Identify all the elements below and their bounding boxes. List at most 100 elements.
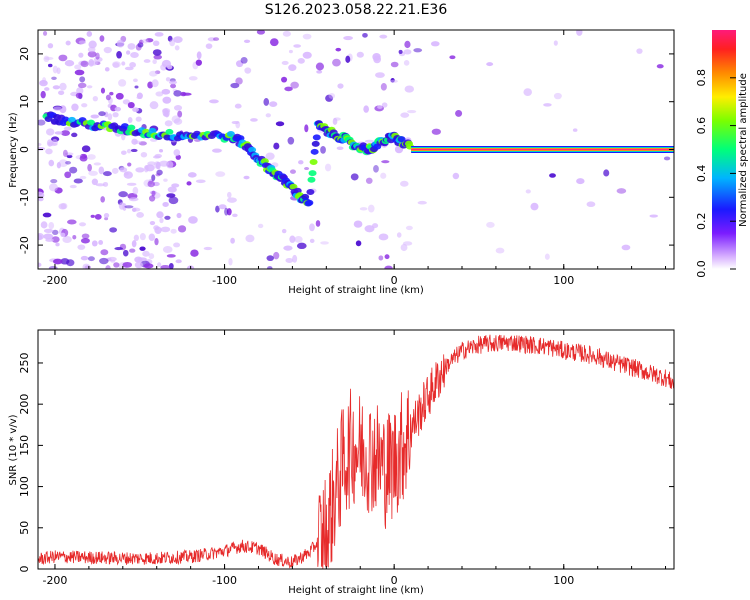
spectrogram-noise-cell	[173, 149, 181, 157]
spectrogram-noise-cell	[154, 226, 162, 235]
spectrogram-noise-cell	[430, 41, 440, 47]
spectrogram-noise-cell	[187, 172, 197, 178]
spectrogram-noise-cell	[129, 248, 136, 253]
spectrogram-noise-cell	[495, 247, 505, 254]
spectrogram-noise-cell	[147, 180, 155, 188]
spectrogram-noise-cell	[93, 162, 102, 166]
spectrogram-noise-cell	[134, 140, 142, 144]
spectrogram-noise-cell	[384, 265, 393, 269]
spectrogram-noise-cell	[66, 154, 73, 159]
spectrogram-noise-cell	[320, 145, 326, 154]
spectrogram-y-tick-label: 10	[18, 95, 31, 109]
spectrogram-noise-cell	[173, 242, 181, 248]
spectrogram-y-tick-label: -10	[18, 188, 31, 206]
spectrogram-noise-cell	[288, 49, 293, 54]
spectrogram-noise-cell	[572, 128, 578, 132]
spectrogram-noise-cell	[39, 79, 48, 87]
spectrogram-noise-cell	[64, 171, 72, 179]
spectrogram-noise-cell	[80, 255, 89, 261]
spectrogram-noise-cell	[118, 191, 128, 198]
spectrogram-noise-cell	[400, 112, 410, 118]
spectrogram-noise-cell	[325, 94, 334, 102]
spectrogram-noise-cell	[155, 91, 164, 97]
spectrogram-ridge-point	[165, 128, 174, 135]
spectrogram-noise-cell	[265, 152, 275, 160]
spectrogram-noise-cell	[381, 160, 390, 164]
spectrogram-noise-cell	[188, 216, 198, 224]
spectrogram-noise-cell	[148, 253, 155, 260]
spectrogram-noise-cell	[304, 124, 309, 133]
spectrogram-noise-cell	[431, 128, 441, 135]
spectrogram-noise-cell	[87, 163, 92, 172]
snr-y-ticks: 0 50 100 150 200 250	[18, 352, 674, 573]
spectrogram-noise-cell	[212, 148, 222, 153]
spectrogram-noise-cell	[156, 169, 163, 176]
spectrogram-ridge-point	[67, 116, 76, 123]
spectrogram-noise-cell	[265, 113, 271, 118]
spectrogram-noise-cell	[543, 103, 552, 107]
spectrogram-noise-cell	[38, 119, 46, 126]
spectrogram-x-tick-label: 0	[391, 274, 398, 287]
snr-x-tick-label: 0	[391, 574, 398, 587]
spectrogram-noise-cell	[343, 35, 353, 41]
spectrogram-noise-cell	[127, 101, 135, 109]
spectrogram-noise-cell	[337, 83, 344, 89]
spectrogram-noise-cell	[161, 59, 172, 68]
spectrogram-noise-cell	[100, 87, 106, 94]
spectrogram-noise-cell	[452, 172, 460, 180]
spectrogram-noise-cell	[404, 85, 415, 93]
spectrogram-noise-cell	[63, 126, 72, 131]
spectrogram-noise-cell	[160, 226, 171, 233]
spectrogram-noise-cell	[213, 37, 220, 41]
spectrogram-noise-cell	[159, 217, 164, 224]
spectrogram-noise-cell	[403, 60, 410, 66]
spectrogram-noise-cell	[98, 239, 104, 245]
spectrogram-noise-cell	[90, 214, 95, 218]
spectrogram-noise-cell	[52, 85, 60, 90]
spectrogram-noise-cell	[151, 190, 156, 197]
spectrogram-noise-cell	[60, 232, 66, 237]
spectrogram-noise-cell	[363, 105, 370, 113]
spectrogram-noise-cell	[127, 162, 132, 167]
spectrogram-noise-cell	[309, 223, 315, 232]
spectrogram-noise-cell	[71, 132, 78, 138]
colorbar-tick-label: 0.0	[695, 260, 708, 278]
spectrogram-noise-cell	[190, 249, 199, 257]
spectrogram-noise-cell	[332, 58, 341, 67]
colorbar-label: Normalized spectral amplitude	[738, 73, 749, 227]
spectrogram-noise-cell	[289, 235, 296, 243]
spectrogram-noise-cell	[62, 149, 68, 157]
spectrogram-noise-cell	[149, 195, 156, 202]
spectrogram-noise-cell	[103, 46, 112, 54]
spectrogram-noise-cell	[273, 142, 280, 150]
spectrogram-noise-cell	[403, 49, 412, 55]
spectrogram-noise-cell	[215, 205, 220, 213]
spectrogram-noise-cell	[553, 40, 558, 46]
spectrogram-ridge-point	[127, 124, 136, 131]
spectrogram-noise-cell	[126, 148, 132, 154]
spectrogram-noise-cell	[168, 80, 178, 85]
colorbar-tick-label: 0.2	[695, 212, 708, 230]
spectrogram-noise-cell	[79, 155, 88, 162]
spectrogram-noise-cell	[405, 225, 413, 231]
spectrogram-noise-cell	[549, 173, 556, 178]
spectrogram-noise-cell	[132, 186, 139, 195]
snr-panel: -200 -100 0 100 0 50 100 150 200 250 Height of s…	[8, 329, 675, 596]
spectrogram-noise-cell	[302, 51, 312, 59]
spectrogram-noise-cell	[243, 39, 251, 43]
spectrogram-noise-cell	[62, 236, 72, 244]
spectrogram-noise-cell	[576, 30, 583, 36]
spectrogram-noise-cell	[174, 45, 180, 51]
spectrogram-noise-cell	[166, 193, 176, 198]
spectrogram-noise-cell	[367, 204, 375, 213]
spectrogram-noise-cell	[38, 142, 42, 147]
spectrogram-noise-cell	[266, 255, 275, 262]
spectrogram-noise-cell	[121, 61, 126, 66]
spectrogram-noise-cell	[99, 257, 109, 265]
spectrogram-noise-cell	[289, 169, 296, 174]
spectrogram-noise-cell	[58, 54, 68, 62]
spectrogram-noise-cell	[123, 171, 129, 176]
snr-frame	[37, 329, 675, 570]
snr-x-tick-label: -100	[212, 574, 237, 587]
